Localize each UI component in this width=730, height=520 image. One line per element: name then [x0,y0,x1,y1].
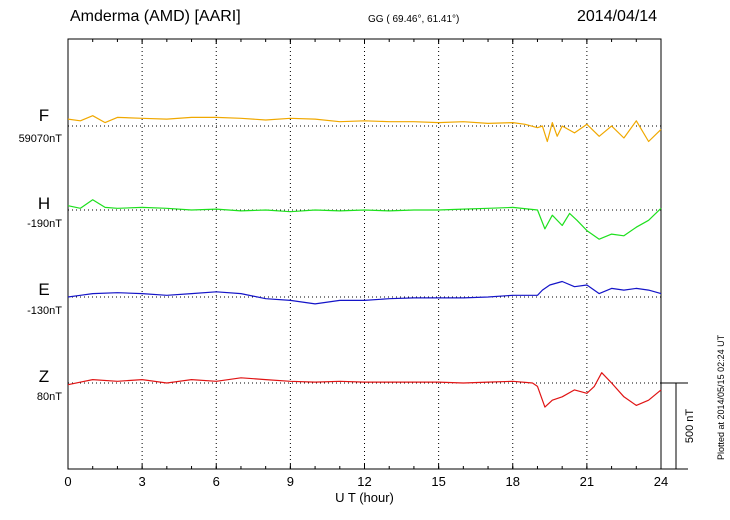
component-z-label: Z [38,367,50,386]
x-axis-label: U T (hour) [335,490,394,505]
series-group [67,115,662,408]
plotted-timestamp: Plotted at 2014/05/15 02:24 UT [716,334,726,460]
series-line-h [67,199,662,240]
component-h-label: H [37,194,51,213]
x-tick-label: 12 [357,474,371,489]
component-f-baseline: 59070nT [18,133,62,145]
x-tick-label: 15 [431,474,445,489]
baselines [68,125,661,384]
component-z-baseline: 80nT [36,391,62,403]
component-e-baseline: -130nT [27,305,62,317]
x-tick-label: 21 [580,474,594,489]
x-tick-label: 3 [139,474,146,489]
component-f-label: F [38,106,50,125]
x-tick-label: 9 [287,474,294,489]
x-tick-label: 24 [654,474,668,489]
plot-date: 2014/04/14 [577,8,658,25]
station-coordinates: GG ( 69.46°, 61.41°) [368,14,460,25]
series-line-e [67,280,662,305]
series-line-f [67,115,662,143]
component-e-label: E [38,280,50,299]
component-h-baseline: -190nT [27,218,62,230]
series-line-z [67,372,662,408]
x-axis-ticks: 0 3 6 9 12 15 18 21 24 U T (hour) [64,39,668,505]
x-tick-label: 0 [64,474,71,489]
x-tick-label: 6 [213,474,220,489]
x-tick-label: 18 [506,474,520,489]
scale-bar-label: 500 nT [684,409,696,444]
vertical-gridlines [141,39,588,469]
station-title: Amderma (AMD) [AARI] [70,8,241,25]
scale-bar: 500 nT [661,382,696,470]
